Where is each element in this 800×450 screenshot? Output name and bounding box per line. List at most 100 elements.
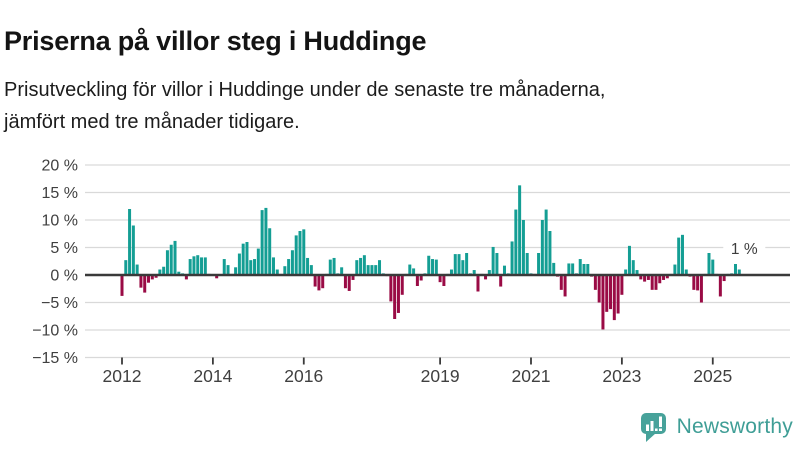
bar-negative — [696, 275, 700, 291]
bar-negative — [601, 275, 605, 330]
bar-negative — [650, 275, 654, 290]
bar-positive — [128, 209, 132, 275]
bar-positive — [196, 255, 200, 275]
bar-positive — [495, 253, 499, 275]
bar-positive — [370, 265, 374, 275]
x-axis-tick-label: 2014 — [193, 366, 232, 386]
bar-positive — [203, 257, 207, 275]
bar-negative — [597, 275, 601, 303]
bar-negative — [699, 275, 703, 303]
bar-negative — [154, 275, 158, 278]
x-axis-tick-label: 2023 — [602, 366, 641, 386]
y-axis-tick-label: −5 % — [41, 295, 78, 312]
bar-positive — [241, 243, 245, 275]
bar-negative — [559, 275, 563, 290]
bar-positive — [309, 265, 313, 275]
bar-positive — [362, 255, 366, 275]
bar-negative — [609, 275, 613, 310]
bar-positive — [378, 260, 382, 275]
bar-positive — [627, 245, 631, 275]
bar-positive — [234, 267, 238, 275]
bar-negative — [215, 275, 219, 279]
bar-negative — [646, 275, 650, 280]
bar-positive — [677, 237, 681, 275]
bar-negative — [692, 275, 696, 290]
bar-negative — [605, 275, 609, 312]
bar-positive — [502, 265, 506, 275]
bar-negative — [722, 275, 726, 282]
brand-name: Newsworthy — [676, 415, 793, 438]
bar-positive — [434, 259, 438, 275]
bar-negative — [400, 275, 404, 295]
subtitle-line-2: jämfört med tre månader tidigare. — [4, 111, 300, 133]
bar-positive — [192, 256, 196, 275]
bar-positive — [226, 265, 230, 275]
y-axis-tick-label: 5 % — [50, 240, 78, 257]
bar-positive — [567, 263, 571, 275]
bar-positive — [253, 259, 257, 275]
bar-positive — [249, 260, 253, 275]
bar-positive — [733, 264, 737, 275]
y-axis-tick-label: 10 % — [42, 213, 78, 230]
chart-subtitle: Prisutveckling för villor i Huddinge und… — [4, 74, 784, 138]
bar-positive — [518, 185, 522, 275]
bar-negative — [484, 275, 488, 280]
bar-positive — [260, 210, 264, 275]
bar-negative — [120, 275, 124, 296]
bar-negative — [347, 275, 351, 291]
bar-positive — [635, 270, 639, 275]
bar-negative — [438, 275, 442, 283]
bar-negative — [442, 275, 446, 286]
y-axis-tick-label: −15 % — [32, 350, 78, 367]
bar-negative — [662, 275, 666, 280]
bar-positive — [359, 257, 363, 275]
bar-positive — [624, 269, 628, 275]
bar-negative — [499, 275, 503, 287]
bar-negative — [147, 275, 151, 283]
bar-positive — [245, 242, 249, 275]
bar-positive — [457, 254, 461, 275]
bar-positive — [340, 267, 344, 275]
bar-negative — [593, 275, 597, 290]
bar-positive — [521, 220, 525, 275]
bar-positive — [374, 265, 378, 275]
bar-negative — [143, 275, 147, 293]
bar-positive — [355, 260, 359, 275]
bar-negative — [654, 275, 658, 290]
bar-positive — [188, 259, 192, 275]
bar-negative — [393, 275, 397, 319]
bar-positive — [298, 231, 302, 275]
bar-negative — [317, 275, 321, 291]
bar-positive — [680, 234, 684, 275]
x-axis-tick-label: 2019 — [421, 366, 460, 386]
bar-negative — [396, 275, 400, 313]
x-axis-tick-label: 2021 — [512, 366, 551, 386]
last-value-annotation: 1 % — [731, 241, 758, 258]
bar-negative — [150, 275, 154, 280]
bar-negative — [184, 275, 188, 280]
bar-negative — [389, 275, 393, 302]
y-axis-tick-label: 15 % — [42, 185, 78, 202]
bar-positive — [673, 264, 677, 275]
bar-negative — [612, 275, 616, 321]
bar-positive — [200, 257, 204, 275]
y-axis-tick-label: −10 % — [32, 323, 78, 340]
bar-positive — [586, 264, 590, 275]
bar-positive — [461, 260, 465, 275]
bar-positive — [571, 263, 575, 275]
bar-positive — [256, 248, 260, 275]
x-axis-tick-label: 2012 — [103, 366, 142, 386]
bar-positive — [491, 246, 495, 275]
bar-positive — [165, 250, 169, 275]
bar-positive — [449, 269, 453, 275]
bar-positive — [287, 259, 291, 275]
bar-positive — [548, 231, 552, 275]
bar-positive — [412, 268, 416, 275]
bar-negative — [563, 275, 567, 297]
bar-positive — [707, 253, 711, 275]
bar-positive — [408, 264, 412, 275]
bar-positive — [544, 209, 548, 275]
bar-positive — [302, 229, 306, 275]
bar-positive — [711, 259, 715, 275]
price-development-bar-chart: 20 % 15 % 10 % 5 % 0 % −5 % −10 % −15 % 2012 2014… — [32, 158, 790, 386]
